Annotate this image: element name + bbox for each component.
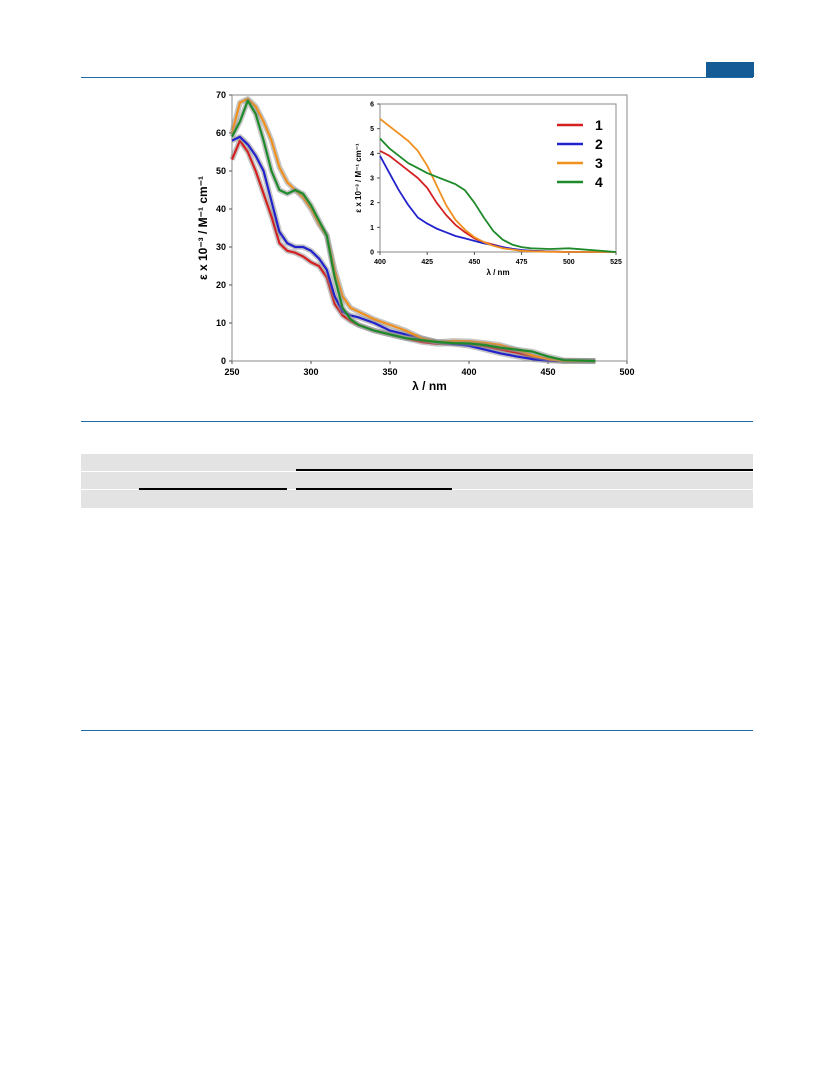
table-header-row-2 <box>81 472 753 489</box>
y-tick-label: 40 <box>216 204 226 214</box>
legend-label-2: 2 <box>595 136 603 152</box>
table-group-rule-left <box>139 488 287 490</box>
y-tick-label: 20 <box>216 280 226 290</box>
header-rule <box>81 77 753 78</box>
table-header <box>81 454 753 509</box>
section-rule <box>81 421 753 422</box>
page-tab-marker <box>706 62 754 77</box>
y-tick-label: 50 <box>216 166 226 176</box>
y-tick-label: 2 <box>370 200 374 207</box>
x-tick-label: 450 <box>469 259 481 266</box>
y-axis-label: ε x 10⁻³ / M⁻¹ cm⁻¹ <box>196 176 210 280</box>
x-tick-label: 450 <box>540 367 555 377</box>
uv-vis-figure: 250 300 350 400 450 500 0 10 20 30 40 50 60 70 λ / nm ε… <box>195 88 640 398</box>
table-span-rule <box>296 469 753 471</box>
table-header-row-1 <box>81 454 753 471</box>
table-header-row-3 <box>81 490 753 508</box>
legend-label-1: 1 <box>595 117 603 133</box>
y-tick-label: 0 <box>221 356 226 366</box>
y-tick-label: 10 <box>216 318 226 328</box>
x-tick-label: 500 <box>563 259 575 266</box>
y-tick-label: 5 <box>370 126 374 133</box>
x-tick-label: 525 <box>610 259 622 266</box>
table-group-rule-right <box>296 488 452 490</box>
y-tick-label: 4 <box>370 151 374 158</box>
y-tick-label: 60 <box>216 128 226 138</box>
x-tick-label: 250 <box>224 367 239 377</box>
x-tick-label: 400 <box>374 259 386 266</box>
y-tick-label: 6 <box>370 101 374 108</box>
x-axis-label: λ / nm <box>412 379 447 393</box>
legend-label-4: 4 <box>595 174 603 190</box>
x-tick-label: 500 <box>619 367 634 377</box>
y-tick-label: 70 <box>216 90 226 100</box>
x-axis-label: λ / nm <box>486 268 509 277</box>
x-tick-label: 400 <box>461 367 476 377</box>
legend-label-3: 3 <box>595 155 603 171</box>
x-tick-label: 425 <box>421 259 433 266</box>
y-axis-label: ε x 10⁻³ / M⁻¹ cm⁻¹ <box>354 143 363 213</box>
series-4-line <box>231 99 596 363</box>
series-3-line <box>379 118 616 253</box>
inset-chart: 400 425 450 475 500 525 0 1 2 3 4 5 6 λ / nm ε x 10⁻³ … <box>354 101 622 277</box>
y-tick-label: 1 <box>370 225 374 232</box>
y-tick-label: 30 <box>216 242 226 252</box>
plot-background <box>380 104 616 252</box>
footer-rule <box>81 730 753 731</box>
plot-frame <box>231 94 628 362</box>
x-tick-label: 475 <box>516 259 528 266</box>
y-tick-label: 0 <box>370 249 374 256</box>
y-tick-label: 3 <box>370 175 374 182</box>
x-tick-label: 300 <box>303 367 318 377</box>
series-4-line <box>379 137 617 253</box>
x-tick-label: 350 <box>382 367 397 377</box>
